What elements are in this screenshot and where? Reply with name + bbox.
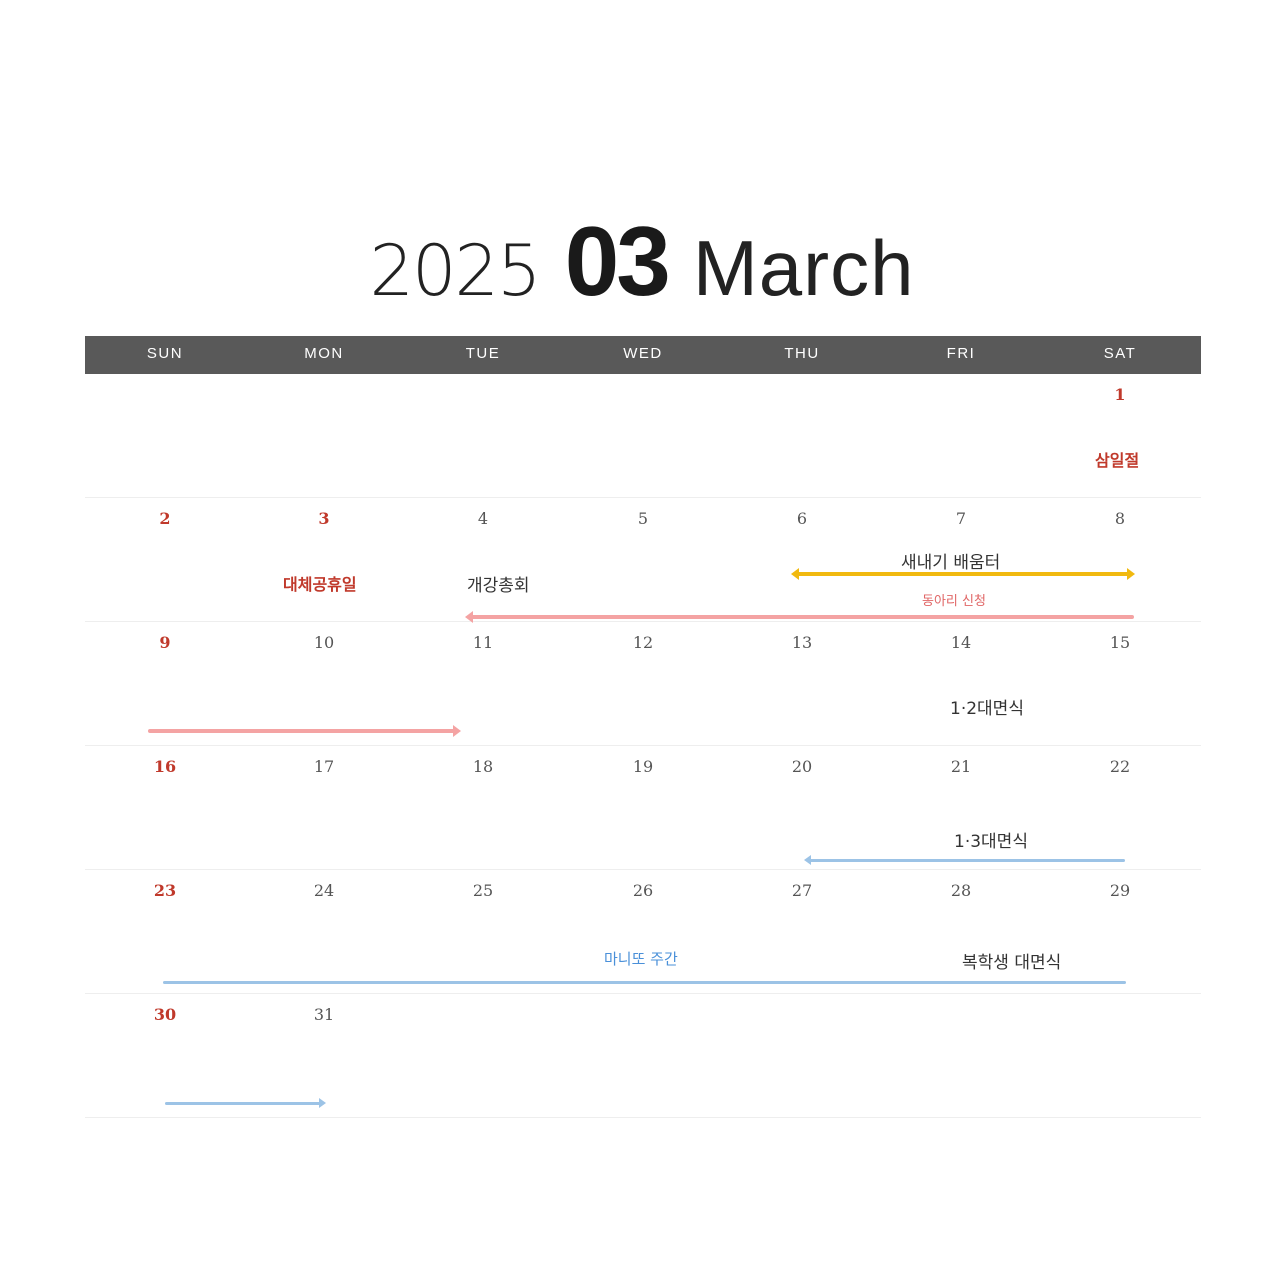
row-divider xyxy=(85,1117,1201,1118)
day-cell[interactable]: 17 xyxy=(313,757,335,776)
arrow-left-icon xyxy=(804,855,811,865)
event-freshman-ot[interactable]: 새내기 배움터 xyxy=(901,553,1001,573)
weekday-header: SUN MON TUE WED THU FRI SAT xyxy=(85,336,1201,374)
freshman-ot-range-bar xyxy=(791,568,1135,580)
day-cell[interactable]: 6 xyxy=(796,509,808,528)
arrow-right-icon xyxy=(1127,568,1135,580)
day-cell[interactable]: 28 xyxy=(950,881,972,900)
day-cell[interactable]: 11 xyxy=(472,633,494,652)
day-cell[interactable]: 8 xyxy=(1114,509,1126,528)
day-cell[interactable]: 23 xyxy=(153,881,177,900)
day-cell[interactable]: 12 xyxy=(632,633,654,652)
weekday-thu: THU xyxy=(784,345,820,362)
day-cell[interactable]: 13 xyxy=(791,633,813,652)
day-cell[interactable]: 25 xyxy=(472,881,494,900)
row-divider xyxy=(85,869,1201,870)
weekday-fri: FRI xyxy=(946,345,976,362)
event-returning-meeting[interactable]: 복학생 대면식 xyxy=(962,953,1062,973)
day-cell[interactable]: 29 xyxy=(1109,881,1131,900)
day-cell[interactable]: 18 xyxy=(472,757,494,776)
day-cell[interactable]: 14 xyxy=(950,633,972,652)
event-meeting-1-2[interactable]: 1·2대면식 xyxy=(950,699,1024,719)
weekday-sun: SUN xyxy=(146,345,184,362)
day-cell[interactable]: 2 xyxy=(159,509,171,528)
event-opening-assembly[interactable]: 개강총회 xyxy=(467,576,530,596)
weekday-tue: TUE xyxy=(465,345,501,362)
title-month-name: March xyxy=(692,224,915,312)
row-divider xyxy=(85,497,1201,498)
title-year: 2025 xyxy=(369,230,541,312)
event-samiljeol[interactable]: 삼일절 xyxy=(1095,451,1140,470)
day-cell[interactable]: 21 xyxy=(950,757,972,776)
day-cell[interactable]: 15 xyxy=(1109,633,1131,652)
arrow-left-icon xyxy=(465,611,473,623)
event-manito-week[interactable]: 마니또 주간 xyxy=(604,950,678,968)
event-substitute-holiday[interactable]: 대체공휴일 xyxy=(283,575,357,594)
day-cell[interactable]: 3 xyxy=(318,509,330,528)
calendar-title: 2025 03 March xyxy=(0,205,1284,318)
day-cell[interactable]: 26 xyxy=(632,881,654,900)
arrow-right-icon xyxy=(453,725,461,737)
row-divider xyxy=(85,993,1201,994)
row-divider xyxy=(85,745,1201,746)
day-cell[interactable]: 31 xyxy=(313,1005,335,1024)
club-signup-range-bar-cont xyxy=(148,725,461,737)
day-cell[interactable]: 22 xyxy=(1109,757,1131,776)
day-cell[interactable]: 4 xyxy=(477,509,489,528)
day-cell[interactable]: 20 xyxy=(791,757,813,776)
event-meeting-1-3[interactable]: 1·3대면식 xyxy=(954,832,1028,852)
day-cell[interactable]: 30 xyxy=(153,1005,177,1024)
day-cell[interactable]: 5 xyxy=(637,509,649,528)
event-club-signup[interactable]: 동아리 신청 xyxy=(922,594,986,609)
row-divider xyxy=(85,621,1201,622)
day-cell[interactable]: 16 xyxy=(153,757,177,776)
title-month-number: 03 xyxy=(564,206,671,316)
weekday-mon: MON xyxy=(304,345,344,362)
day-cell[interactable]: 9 xyxy=(159,633,171,652)
manito-week-range-bar xyxy=(163,981,1126,984)
day-cell[interactable]: 27 xyxy=(791,881,813,900)
arrow-right-icon xyxy=(319,1098,326,1108)
day-cell[interactable]: 24 xyxy=(313,881,335,900)
weekday-sat: SAT xyxy=(1103,345,1137,362)
meeting-1-3-range-bar xyxy=(804,855,1125,865)
day-cell[interactable]: 7 xyxy=(955,509,967,528)
day-cell[interactable]: 10 xyxy=(313,633,335,652)
day-cell[interactable]: 1 xyxy=(1114,385,1126,404)
weekday-wed: WED xyxy=(623,345,663,362)
club-signup-range-bar xyxy=(465,611,1134,623)
manito-week-range-bar-cont xyxy=(165,1098,326,1108)
day-cell[interactable]: 19 xyxy=(632,757,654,776)
arrow-left-icon xyxy=(791,568,799,580)
